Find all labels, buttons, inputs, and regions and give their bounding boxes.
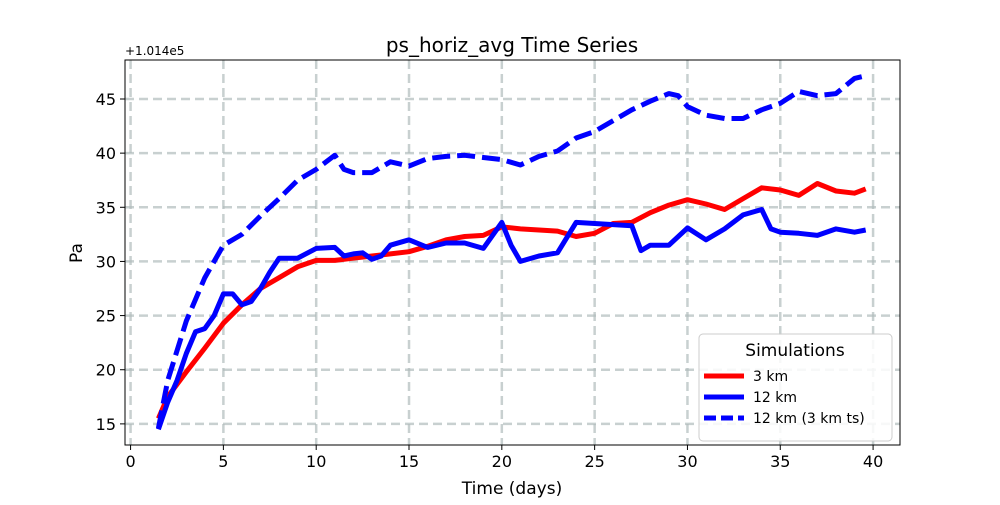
chart-title: ps_horiz_avg Time Series xyxy=(386,33,638,57)
x-tick-label: 30 xyxy=(677,452,697,471)
y-tick-label: 15 xyxy=(96,415,116,434)
x-tick-label: 40 xyxy=(863,452,883,471)
plot-frame xyxy=(124,59,901,446)
series-line-2 xyxy=(155,73,865,429)
x-tick-label: 35 xyxy=(770,452,790,471)
legend-label: 12 km xyxy=(753,390,797,406)
y-axis-label: Pa xyxy=(67,243,87,263)
y-offset-text: +1.014e5 xyxy=(125,44,184,58)
y-tick-label: 30 xyxy=(96,252,116,271)
x-tick-label: 25 xyxy=(584,452,604,471)
y-tick-label: 20 xyxy=(96,361,116,380)
legend-box xyxy=(698,333,893,442)
y-tick-label: 25 xyxy=(96,307,116,326)
legend-label: 12 km (3 km ts) xyxy=(753,411,865,427)
x-tick-label: 10 xyxy=(306,452,326,471)
x-tick-label: 15 xyxy=(399,452,419,471)
series-line-0 xyxy=(156,181,867,420)
legend-title: Simulations xyxy=(745,341,845,361)
x-tick-label: 5 xyxy=(218,452,228,471)
y-tick-label: 35 xyxy=(96,198,116,217)
x-tick-label: 0 xyxy=(125,452,135,471)
legend: Simulations 3 km 12 km 12 km (3 km ts) xyxy=(698,333,893,442)
y-tick-label: 40 xyxy=(96,144,116,163)
x-axis-label: Time (days) xyxy=(461,479,562,499)
x-tick-label: 20 xyxy=(492,452,512,471)
y-tick-label: 45 xyxy=(96,90,116,109)
series-line-1 xyxy=(156,207,867,431)
legend-label: 3 km xyxy=(753,369,788,385)
